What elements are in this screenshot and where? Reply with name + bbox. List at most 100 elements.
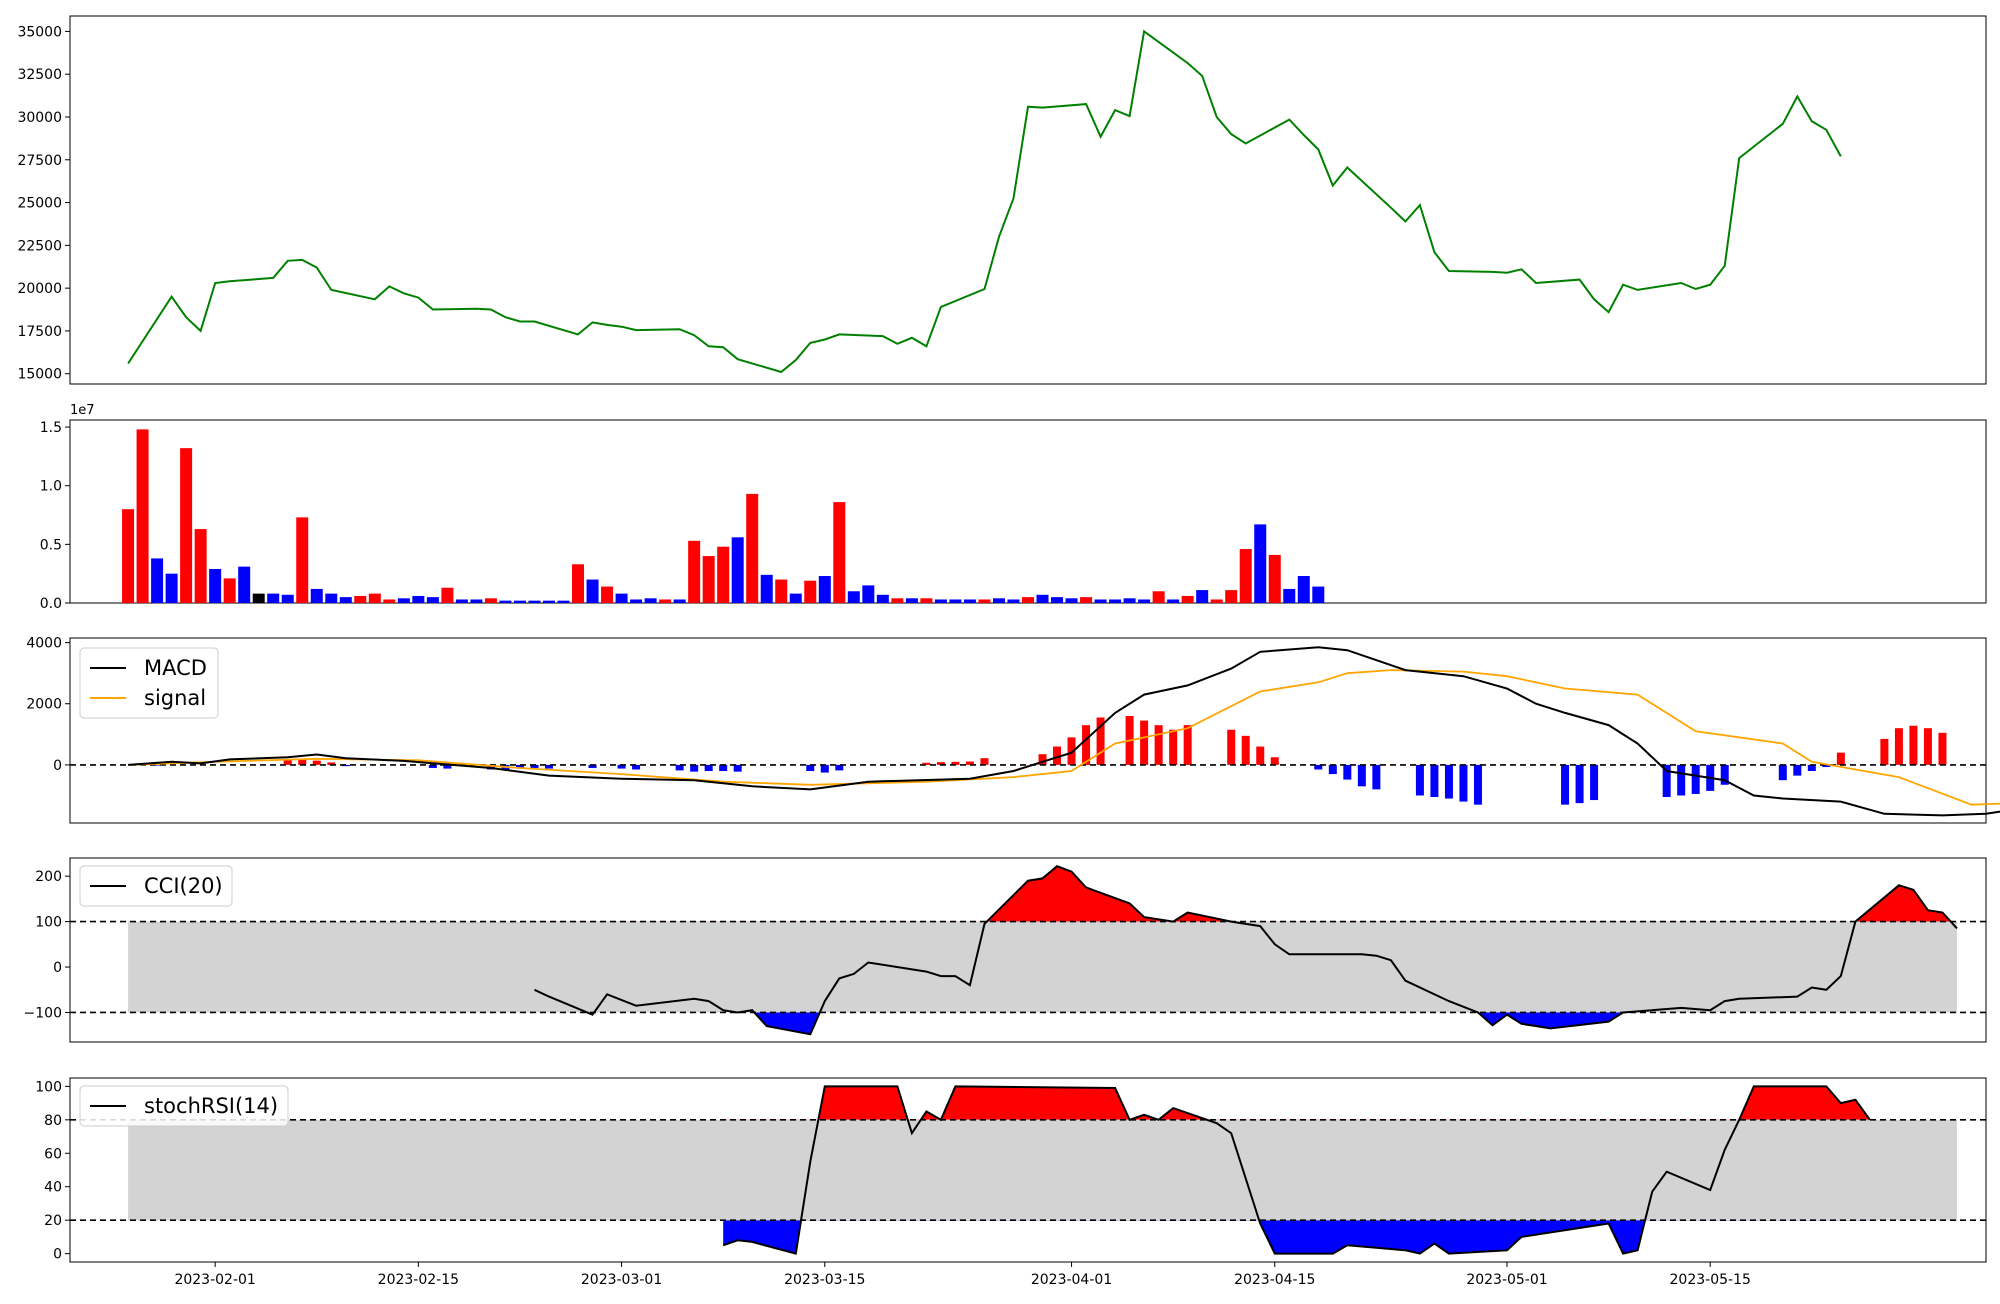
stochrsi-overbought-fill	[723, 1086, 1870, 1120]
macd-hist-bar	[936, 762, 945, 765]
volume-bar	[339, 597, 352, 603]
macd-hist-bar	[1691, 764, 1700, 794]
volume-bar	[1254, 524, 1267, 603]
price-ytick-label: 15000	[17, 367, 62, 383]
stochrsi-ytick-label: 100	[35, 1079, 62, 1095]
cci-ytick-label: 0	[53, 960, 62, 976]
volume-bar	[1312, 586, 1325, 603]
volume-bar	[354, 595, 367, 603]
volume-bar	[1036, 594, 1049, 603]
volume-bar	[934, 599, 947, 603]
volume-ytick-label: 0.0	[40, 596, 62, 612]
macd-hist-bar	[1169, 729, 1178, 765]
volume-bar	[325, 593, 338, 603]
volume-bar	[1022, 597, 1034, 603]
macd-hist-bar	[530, 764, 539, 768]
macd-hist-bar	[1372, 764, 1381, 790]
volume-bar	[252, 593, 265, 603]
macd-hist-bar	[1053, 746, 1062, 765]
macd-hist-bar	[443, 764, 452, 769]
volume-bar	[615, 593, 628, 603]
volume-bar	[426, 597, 439, 603]
price-ytick-label: 30000	[17, 110, 62, 126]
macd-hist-bar	[704, 764, 713, 772]
macd-hist-bar	[1256, 746, 1265, 765]
macd-hist-bar	[1677, 764, 1686, 796]
stochrsi-ytick-label: 0	[53, 1247, 62, 1263]
macd-hist-bar	[1836, 752, 1845, 765]
cci-line	[534, 865, 1958, 1036]
price-panel-frame	[69, 15, 1987, 385]
volume-bar	[876, 594, 889, 603]
volume-bar	[978, 599, 991, 603]
macd-hist-bar	[1183, 725, 1192, 765]
x-tick-label: 2023-03-01	[581, 1272, 662, 1288]
macd-hist-bar	[965, 761, 974, 765]
macd-hist-bar	[1415, 764, 1424, 796]
volume-bar	[1225, 590, 1238, 603]
macd-hist-bar	[1067, 737, 1076, 765]
macd-panel-frame	[69, 637, 1987, 824]
price-ytick-label: 25000	[17, 196, 62, 212]
volume-bar	[441, 587, 454, 603]
macd-hist-bar	[1082, 725, 1091, 765]
x-tick-label: 2023-03-15	[784, 1272, 865, 1288]
stochrsi-line	[722, 1085, 1871, 1255]
signal-line	[128, 669, 2000, 806]
price-ytick-label: 35000	[17, 24, 62, 40]
macd-hist-bar	[1561, 764, 1570, 805]
cci-ytick-label: 200	[35, 869, 62, 885]
volume-bar	[1196, 590, 1209, 603]
volume-bar	[775, 579, 788, 603]
price-ytick-label: 27500	[17, 153, 62, 169]
volume-bar	[789, 593, 802, 603]
macd-hist-bar	[1923, 728, 1932, 765]
volume-bar	[238, 566, 251, 603]
macd-hist-bar	[1154, 725, 1163, 765]
volume-bar	[760, 574, 773, 603]
x-tick-label: 2023-04-15	[1234, 1272, 1315, 1288]
price-line	[127, 29, 1842, 374]
signal-legend-label: signal	[144, 686, 206, 710]
macd-hist-bar	[690, 764, 699, 772]
macd-hist-bar	[1430, 764, 1439, 798]
volume-bar	[368, 593, 381, 603]
macd-hist-bar	[1241, 735, 1250, 765]
volume-bar	[949, 599, 962, 603]
macd-hist-bar	[312, 760, 321, 765]
macd-hist-bar	[298, 758, 307, 765]
macd-hist-bar	[719, 764, 728, 772]
volume-bar	[992, 598, 1005, 603]
macd-hist-bar	[1938, 732, 1947, 765]
macd-hist-bar	[588, 764, 597, 768]
volume-bar	[1297, 576, 1310, 603]
macd-hist-bar	[1720, 764, 1729, 785]
volume-bar	[1109, 599, 1122, 603]
stochrsi-legend-label: stochRSI(14)	[144, 1094, 278, 1118]
volume-multiplier-label: 1e7	[70, 403, 95, 418]
volume-ytick-label: 0.5	[40, 537, 62, 553]
volume-bar	[528, 600, 541, 603]
macd-hist-bar	[1590, 764, 1599, 801]
macd-hist-bar	[1575, 764, 1584, 804]
macd-hist-bar	[1807, 764, 1816, 772]
price-ytick-label: 32500	[17, 67, 62, 83]
macd-hist-bar	[1880, 738, 1889, 765]
volume-bar	[1167, 599, 1180, 603]
volume-bar	[383, 599, 396, 603]
macd-hist-bar	[951, 761, 960, 765]
volume-bar	[1152, 591, 1165, 603]
macd-hist-bar	[1459, 764, 1468, 802]
stochrsi-legend-box	[79, 1085, 289, 1127]
macd-ytick-label: 0	[53, 758, 62, 774]
stochrsi-neutral-band	[128, 1119, 1957, 1221]
volume-panel-frame	[69, 419, 1987, 604]
macd-legend-box	[79, 647, 219, 719]
macd-legend-label: MACD	[144, 656, 207, 680]
macd-hist-bar	[835, 764, 844, 771]
volume-bar	[267, 593, 280, 603]
x-tick-label: 2023-02-01	[174, 1272, 255, 1288]
volume-bar	[397, 598, 410, 603]
volume-bar	[455, 599, 468, 603]
price-ytick-label: 20000	[17, 281, 62, 297]
